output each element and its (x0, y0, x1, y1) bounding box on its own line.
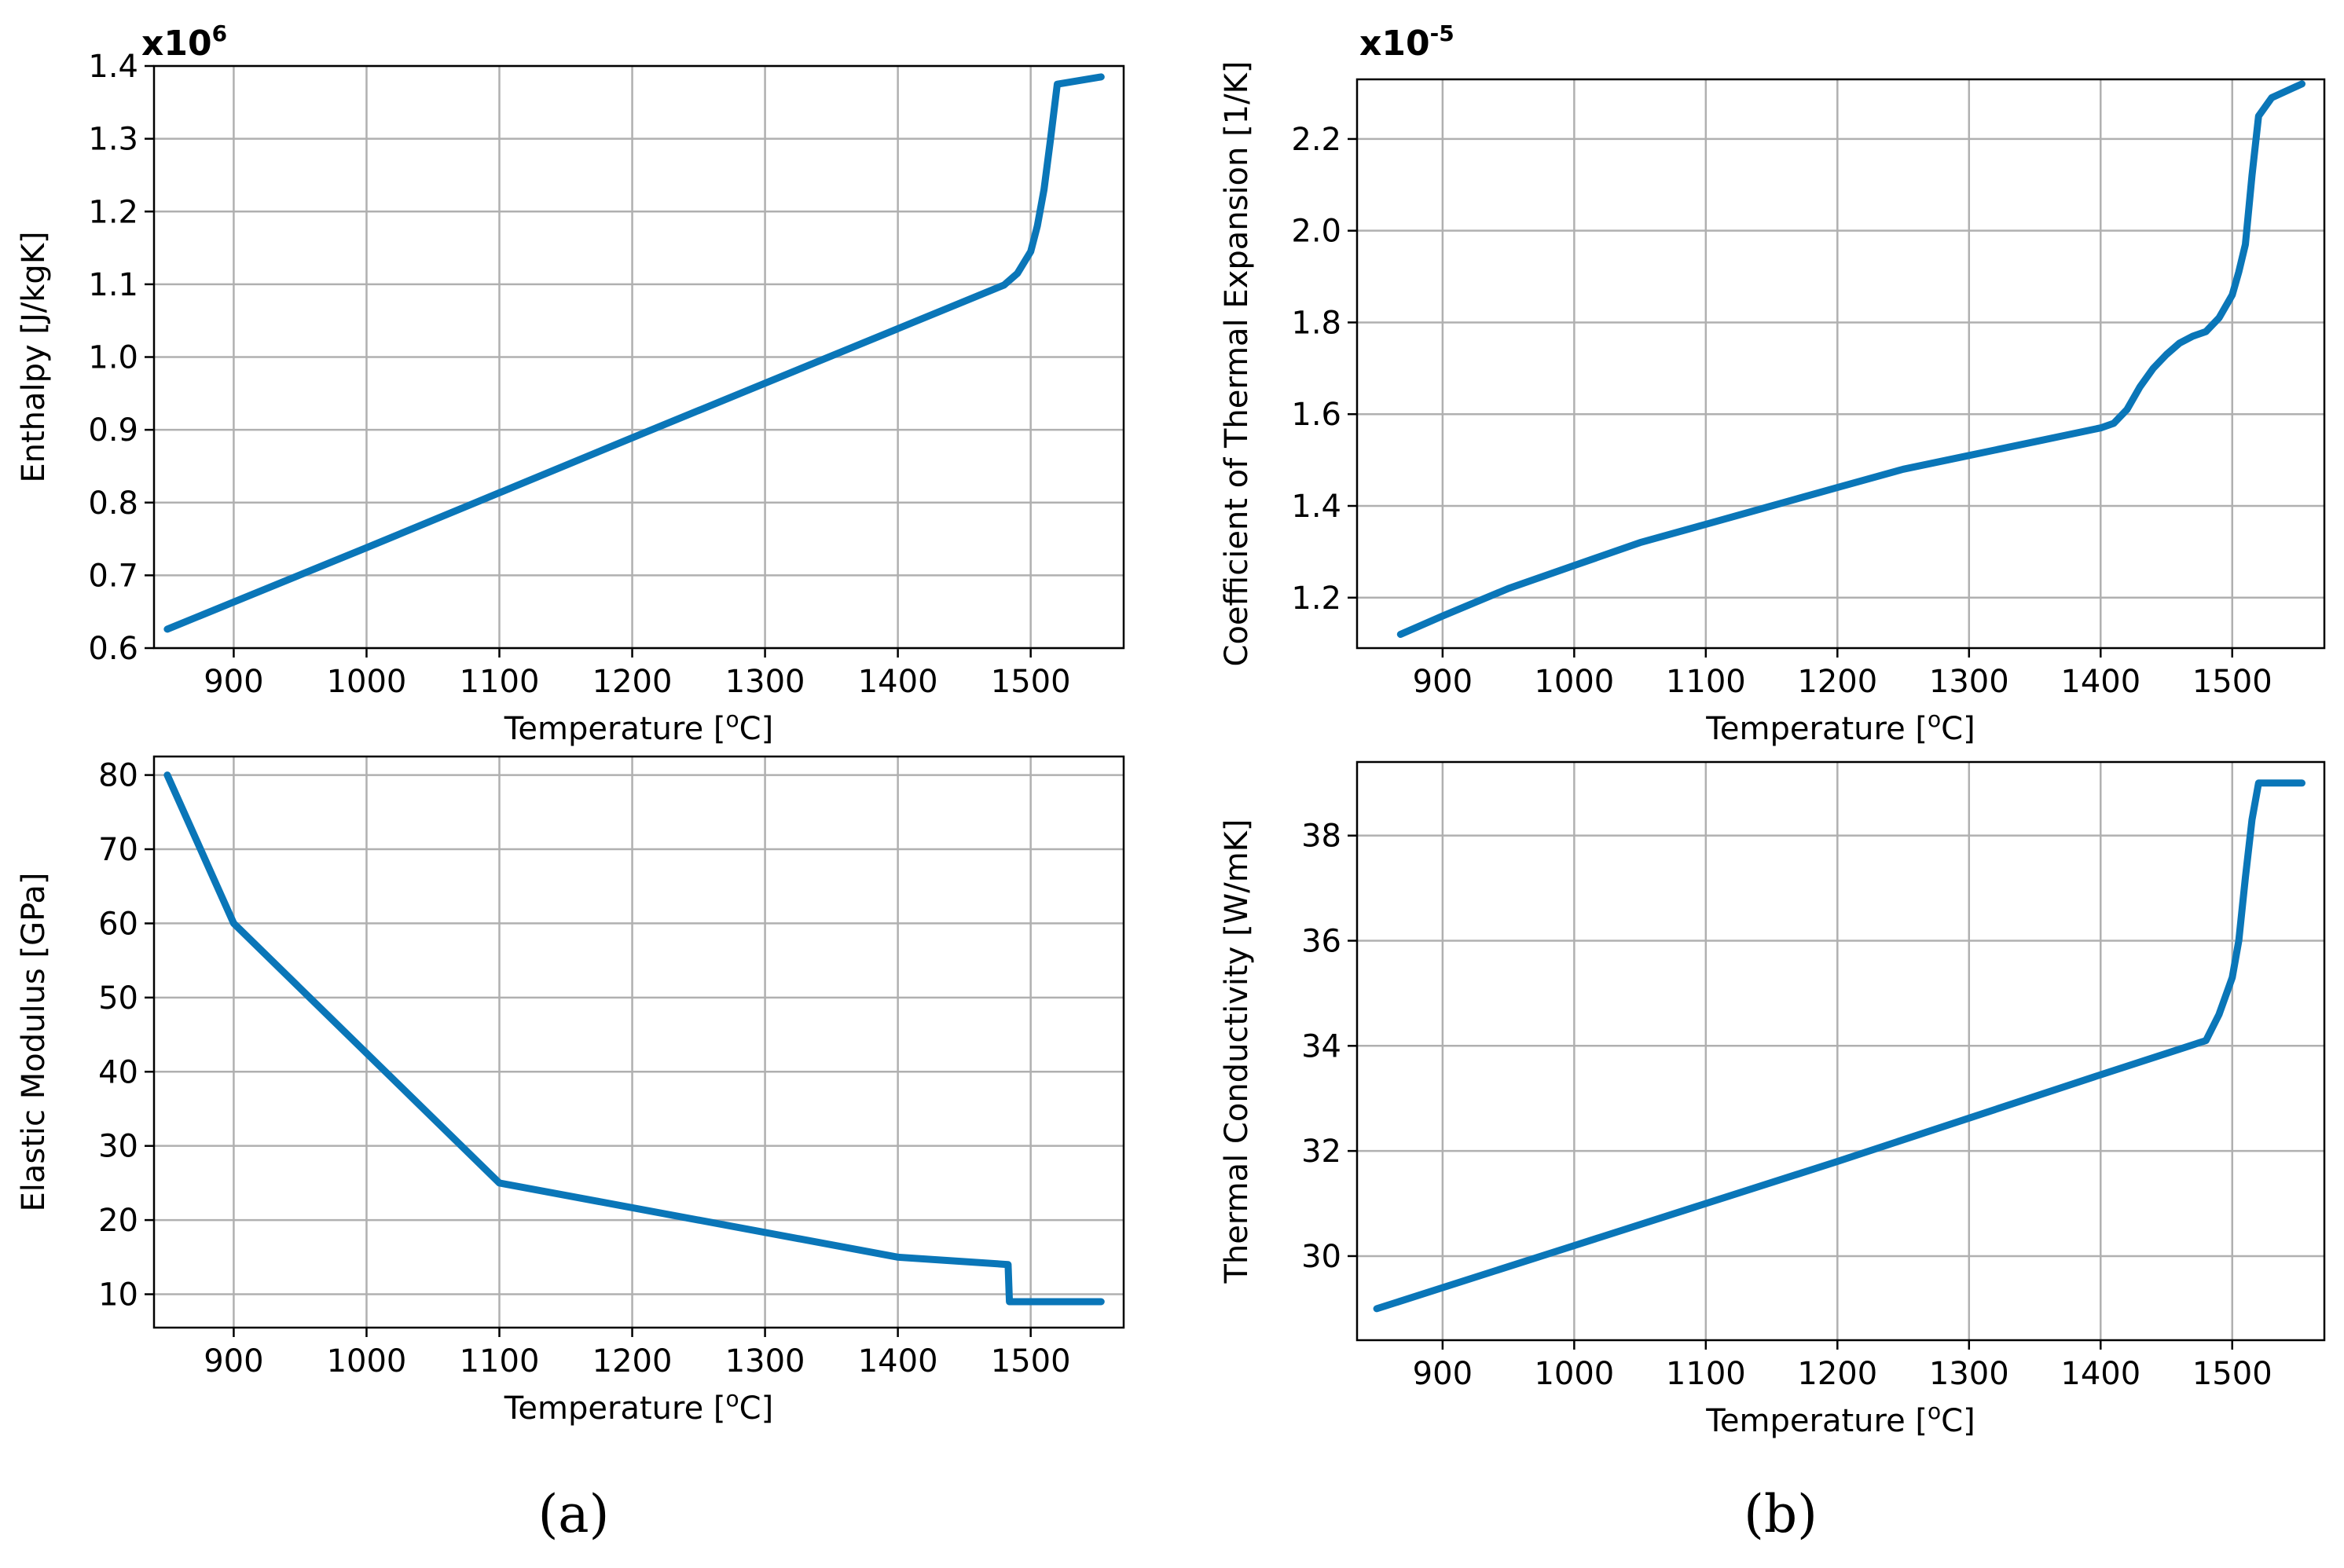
y-axis-label: Coefficient of Thermal Expansion [1/K] (1219, 61, 1255, 667)
x-tick-label: 1500 (2192, 664, 2272, 700)
y-axis-label: Thermal Conductivity [W/mK] (1219, 819, 1255, 1284)
y-tick-label: 1.2 (1291, 581, 1341, 617)
y-tick-label: 2.2 (1291, 122, 1341, 158)
x-tick-label: 1200 (592, 664, 673, 700)
y-tick-label: 1.8 (1291, 305, 1341, 341)
y-multiplier-label-b: x10-5 (1359, 20, 1454, 64)
y-tick-label: 60 (98, 906, 138, 942)
x-axis-label: Temperature [oC] (1705, 1398, 1975, 1439)
x-tick-label: 1100 (460, 664, 540, 700)
chart-bottom-left: 900 1000 1100 1200 1300 1400 1500 10 20 30 40 50 60 7… (16, 755, 1125, 1427)
x-axis-label: Temperature [oC] (504, 1386, 773, 1427)
x-tick-label: 1400 (2060, 1356, 2140, 1392)
y-tick-label: 40 (98, 1054, 138, 1090)
x-tick-label: 1200 (592, 1343, 673, 1379)
y-tick-label: 32 (1301, 1134, 1341, 1170)
y-tick-label: 30 (1301, 1239, 1341, 1275)
x-tick-label: 1100 (460, 1343, 540, 1379)
plot-frame (152, 755, 1125, 1329)
x-tick-label: 1400 (2060, 664, 2140, 700)
x-tick-label: 1500 (991, 664, 1071, 700)
y-tick-label: 80 (98, 758, 138, 794)
x-axis-label: Temperature [oC] (1705, 706, 1975, 747)
charts-container: 900 1000 1100 1200 1300 1400 1500 0.6 0.7 0.8 0.9 1… (16, 20, 2326, 1439)
x-tick-label: 1300 (1929, 1356, 2009, 1392)
y-tick-label: 0.6 (88, 631, 138, 667)
series-line (163, 771, 1105, 1306)
x-tick-label: 1100 (1666, 1356, 1746, 1392)
x-tick-label: 1100 (1666, 664, 1746, 700)
y-tick-label: 38 (1301, 819, 1341, 855)
y-tick-label: 70 (98, 832, 138, 868)
x-tick-label: 1300 (1929, 664, 2009, 700)
series-line (1396, 80, 2305, 638)
x-tick-label: 900 (1413, 1356, 1473, 1392)
x-tick-label: 1500 (991, 1343, 1071, 1379)
y-tick-label: 30 (98, 1129, 138, 1165)
y-tick-label: 1.1 (88, 267, 138, 303)
x-axis-label: Temperature [oC] (504, 706, 773, 747)
y-tick-label: 0.8 (88, 485, 138, 522)
x-tick-label: 1200 (1797, 664, 1877, 700)
y-tick-label: 1.4 (1291, 489, 1341, 525)
x-tick-label: 1000 (1534, 664, 1614, 700)
chart-top-left: 900 1000 1100 1200 1300 1400 1500 0.6 0.7 0.8 0.9 1… (16, 49, 1125, 747)
series-line (163, 73, 1105, 633)
y-tick-label: 34 (1301, 1028, 1341, 1064)
y-tick-label: 1.6 (1291, 397, 1341, 433)
y-tick-label: 1.3 (88, 122, 138, 158)
plot-frame (1355, 78, 2326, 650)
y-tick-label: 10 (98, 1277, 138, 1313)
x-tick-label: 1300 (725, 664, 805, 700)
x-tick-label: 1300 (725, 1343, 805, 1379)
plot-frame (152, 64, 1125, 650)
chart-top-right: 900 1000 1100 1200 1300 1400 1500 1.2 1.4 1.6 1.8 2… (1219, 61, 2326, 747)
y-axis-label: Enthalpy [J/kgK] (16, 231, 52, 482)
panel-label-b: (b) (1744, 1484, 1818, 1544)
y-tick-label: 1.0 (88, 340, 138, 376)
y-tick-label: 1.2 (88, 194, 138, 230)
x-tick-label: 1400 (858, 1343, 938, 1379)
x-tick-label: 900 (1413, 664, 1473, 700)
x-tick-label: 1000 (327, 1343, 407, 1379)
y-tick-label: 20 (98, 1203, 138, 1239)
y-multiplier-label-a: x106 (141, 20, 227, 64)
x-tick-label: 1000 (327, 664, 407, 700)
y-tick-label: 50 (98, 980, 138, 1017)
x-tick-label: 900 (204, 664, 263, 700)
x-tick-label: 1500 (2192, 1356, 2272, 1392)
y-tick-label: 0.7 (88, 558, 138, 594)
chart-bottom-right: 900 1000 1100 1200 1300 1400 1500 30 32 34 36 38 Tem… (1219, 760, 2326, 1439)
plot-frame (1355, 760, 2326, 1342)
x-tick-label: 1200 (1797, 1356, 1877, 1392)
y-tick-label: 36 (1301, 923, 1341, 959)
x-tick-label: 1400 (858, 664, 938, 700)
y-tick-label: 0.9 (88, 412, 138, 449)
x-tick-label: 1000 (1534, 1356, 1614, 1392)
y-axis-label: Elastic Modulus [GPa] (16, 872, 52, 1211)
y-tick-label: 2.0 (1291, 214, 1341, 250)
x-tick-label: 900 (204, 1343, 263, 1379)
y-tick-label: 1.4 (88, 49, 138, 85)
series-line (1373, 779, 2305, 1313)
panel-label-a: (a) (538, 1484, 610, 1544)
